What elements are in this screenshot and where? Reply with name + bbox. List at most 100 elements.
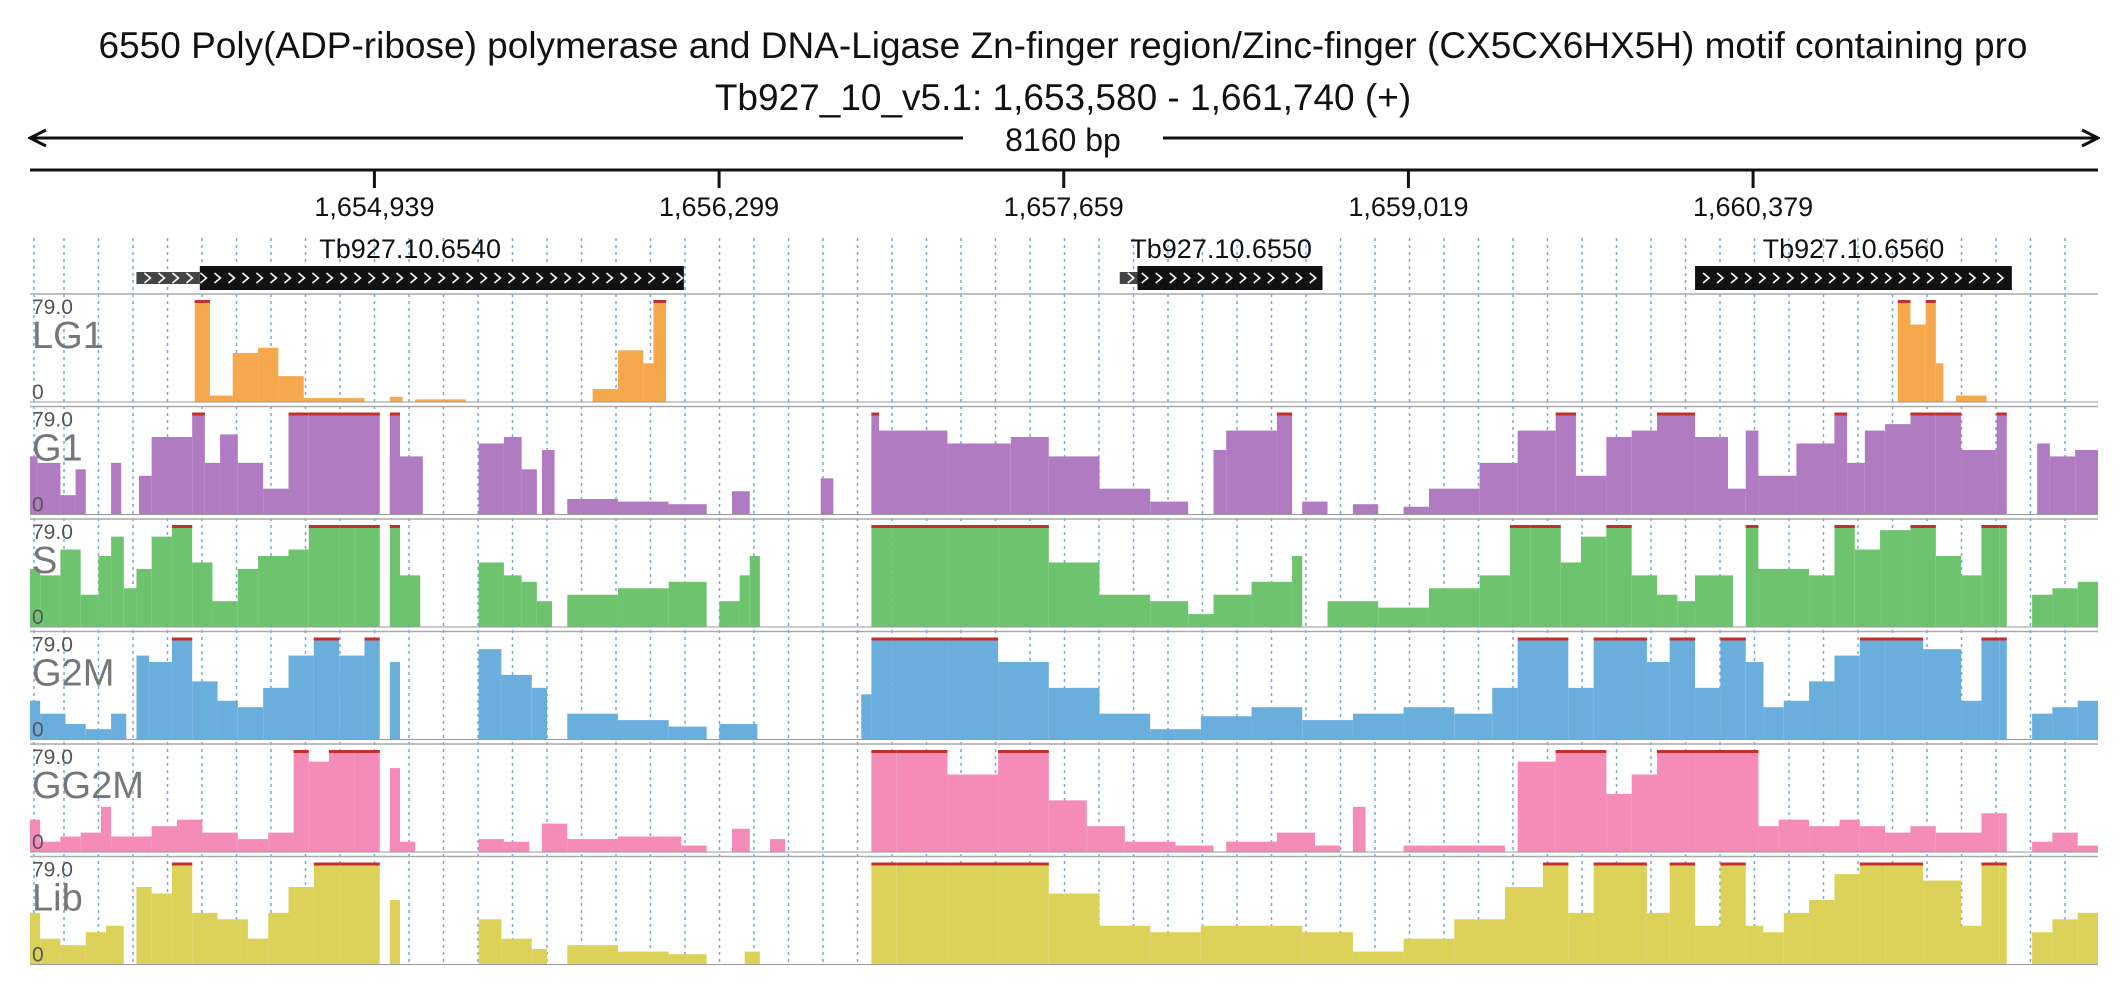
clip-indicator <box>1593 862 1620 866</box>
coverage-bar <box>136 655 150 740</box>
coverage-bar <box>1981 862 2000 965</box>
clip-indicator <box>1720 637 1746 641</box>
strand-chevron <box>1239 272 1247 284</box>
coverage-bar <box>947 525 999 627</box>
coverage-bar <box>2052 707 2078 740</box>
coverage-bar <box>1956 395 1987 402</box>
coverage-bar <box>668 954 707 965</box>
strand-chevron <box>1968 272 1977 284</box>
y-max-label: 79.0 <box>32 296 73 319</box>
coverage-bar <box>1251 581 1293 627</box>
clip-indicator <box>1657 412 1696 416</box>
gene-Tb927.10.6560[interactable]: Tb927.10.6560 <box>1695 234 2012 290</box>
coverage-bar <box>668 581 707 627</box>
coverage-bar <box>2077 912 2098 965</box>
coverage-bar <box>1048 800 1087 852</box>
coverage-bar <box>1996 412 2007 515</box>
coverage-bar <box>1720 637 1746 740</box>
coverage-bar <box>192 681 218 740</box>
coverage-bar <box>1010 437 1049 515</box>
gene-track: Tb927.10.6540 Tb927.10.6550 Tb927.10.6560 <box>136 234 2012 290</box>
gene-Tb927.10.6550[interactable]: Tb927.10.6550 <box>1119 234 1323 290</box>
coverage-bar <box>329 750 355 852</box>
strand-chevron <box>1828 272 1837 284</box>
strand-chevron <box>1786 272 1795 284</box>
coverage-bar <box>2032 932 2053 965</box>
coverage-bar <box>278 376 304 402</box>
coverage-tracks: 79.00LG179.00G179.00S79.00G2M79.00GG2M79… <box>30 293 2098 967</box>
coverage-bar <box>1048 893 1100 965</box>
coverage-bar <box>171 525 193 627</box>
coverage-bar <box>1834 655 1860 740</box>
coverage-bar <box>40 575 61 627</box>
clip-indicator <box>1859 862 1886 866</box>
strand-chevron <box>1211 272 1219 284</box>
coverage-bar <box>1935 363 1944 402</box>
strand-chevron <box>1898 272 1907 284</box>
coverage-bar <box>998 862 1049 965</box>
coverage-bar <box>209 395 233 402</box>
coverage-bar <box>30 456 38 515</box>
coverage-bar <box>1188 614 1214 627</box>
gene-cds <box>1695 266 2012 290</box>
coverage-bar <box>308 525 340 627</box>
coverage-bar <box>1981 637 2000 740</box>
strand-chevron <box>451 272 460 284</box>
coverage-bar <box>1758 568 1810 627</box>
coverage-bar <box>30 568 41 627</box>
coverage-bar <box>871 525 892 627</box>
y-min-label: 0 <box>32 944 44 967</box>
coverage-bar <box>1720 862 1746 965</box>
clip-indicator <box>891 525 948 528</box>
coverage-bar <box>339 862 365 965</box>
coverage-bar <box>1619 862 1647 965</box>
coverage-bar <box>1213 449 1227 515</box>
track-s: 79.0 0 S <box>30 518 2098 629</box>
clip-indicator <box>871 750 897 753</box>
coverage-bar <box>136 887 152 965</box>
clip-indicator <box>1517 637 1543 641</box>
coverage-bar <box>1428 588 1480 627</box>
clip-indicator <box>998 525 1049 528</box>
coverage-bar <box>1048 687 1100 740</box>
strand-chevron <box>283 272 292 284</box>
coverage-bar <box>681 845 707 852</box>
strand-chevron <box>493 272 502 284</box>
strand-chevron <box>1814 272 1823 284</box>
clip-indicator <box>1542 637 1569 641</box>
strand-chevron <box>1155 272 1163 284</box>
coverage-bar <box>1314 845 1341 852</box>
clip-indicator <box>171 637 193 641</box>
coverage-bar <box>1517 430 1556 515</box>
strand-chevron <box>1870 272 1879 284</box>
coverage-bar <box>220 434 238 515</box>
clip-indicator <box>1999 862 2007 866</box>
coverage-bar <box>947 443 1011 515</box>
coverage-bar <box>478 649 502 740</box>
coverage-bar <box>1935 412 1962 515</box>
clip-indicator <box>308 525 340 528</box>
coverage-bar <box>1961 925 1982 965</box>
coverage-bar <box>60 549 81 627</box>
coverage-bar <box>1961 575 1982 627</box>
gene-utr <box>136 272 200 284</box>
clip-indicator <box>1669 637 1696 641</box>
coverage-bar <box>1542 637 1569 740</box>
coverage-bar <box>1352 713 1404 740</box>
coverage-bar <box>1454 919 1505 965</box>
locus-subtitle: Tb927_10_v5.1: 1,653,580 - 1,661,740 (+) <box>714 77 1412 118</box>
coverage-bar <box>617 501 669 515</box>
clip-indicator <box>389 412 401 416</box>
coverage-bar <box>2052 919 2078 965</box>
strand-chevron <box>1295 272 1303 284</box>
coverage-bar <box>60 495 76 515</box>
coverage-bar <box>503 437 522 515</box>
coverage-bar <box>947 637 999 740</box>
coverage-bar <box>1733 750 1759 852</box>
coverage-bar <box>268 912 289 965</box>
strand-chevron <box>605 272 614 284</box>
coverage-bar <box>237 707 264 740</box>
gene-Tb927.10.6540[interactable]: Tb927.10.6540 <box>136 234 684 290</box>
coverage-bar <box>1352 951 1404 965</box>
coverage-bar <box>1897 300 1911 402</box>
